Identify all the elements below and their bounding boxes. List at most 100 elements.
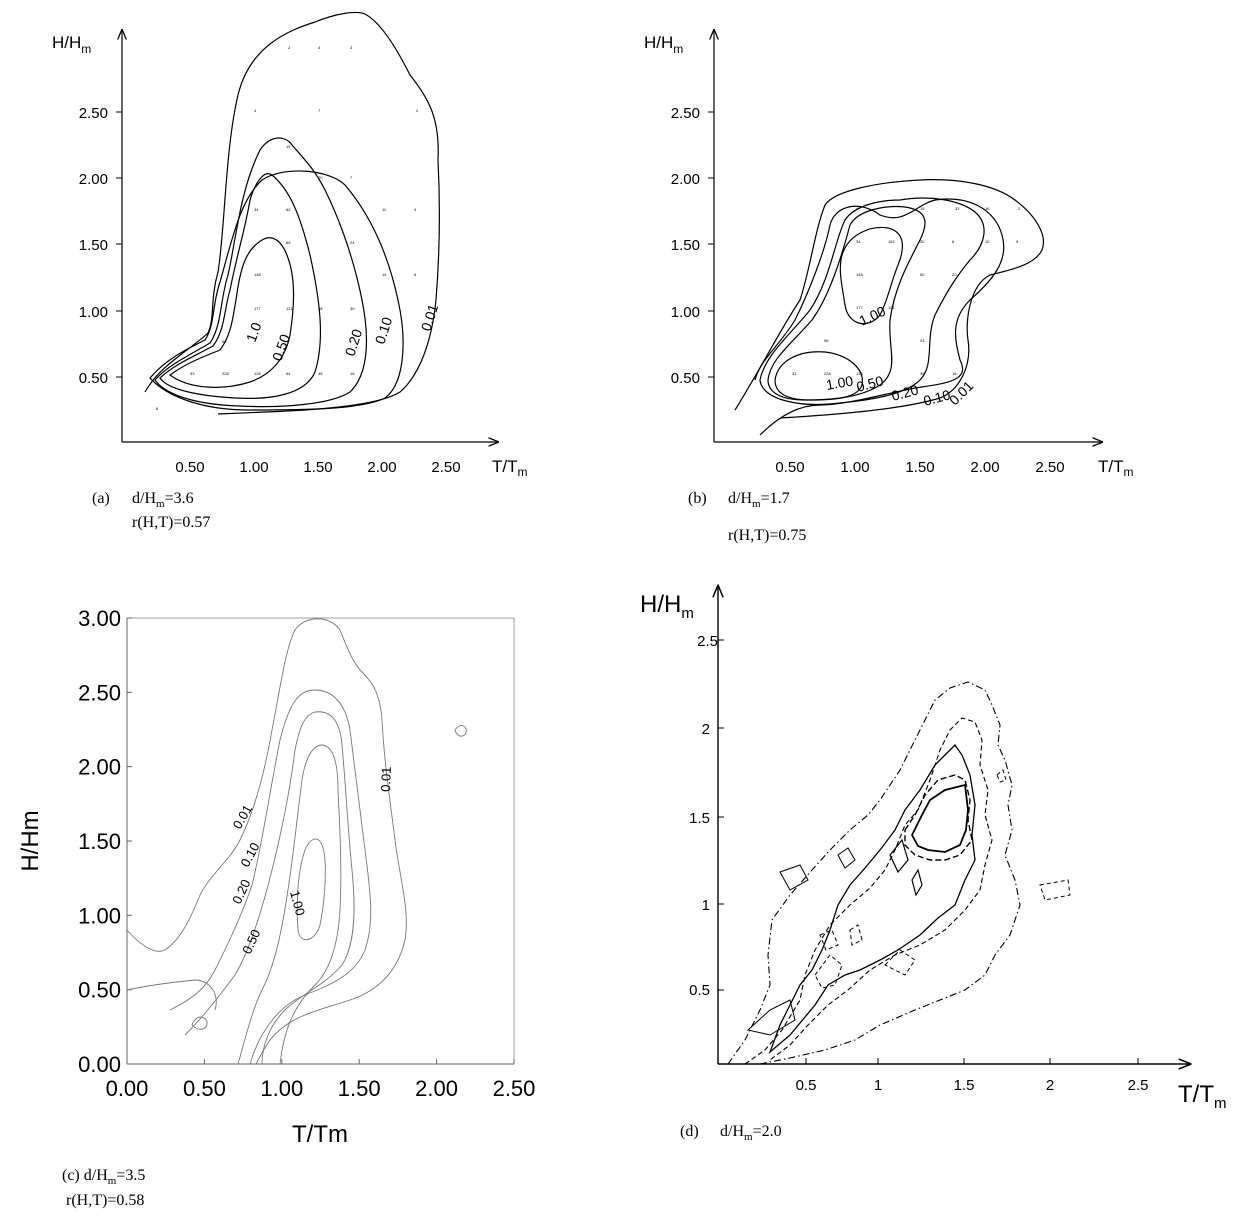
panel-a-xticks: 0.50 1.00 1.50 2.00 2.50 xyxy=(175,459,460,476)
panel-d-contours xyxy=(727,681,1071,1065)
panel-c-xtick: 0.00 xyxy=(106,1076,149,1101)
svg-text:62: 62 xyxy=(286,207,291,212)
panel-a-xtick: 1.00 xyxy=(239,459,268,476)
panel-d: 0.5 1 1.5 2 2.5 0.5 1 1.5 2 2.5 T/Tm H/H… xyxy=(640,586,1227,1112)
panel-b-contour-100b xyxy=(839,226,903,325)
panel-c-xtick: 2.50 xyxy=(493,1076,536,1101)
svg-text:18: 18 xyxy=(952,371,957,376)
panel-d-ytick: 0.5 xyxy=(689,982,710,999)
panel-d-contour-dashdot-outer xyxy=(727,681,1021,1065)
svg-text:30: 30 xyxy=(350,306,355,311)
panel-c-contour-001 xyxy=(126,618,407,1065)
panel-c-xtick: 1.50 xyxy=(338,1076,381,1101)
panel-c-contours xyxy=(126,618,467,1065)
svg-text:6: 6 xyxy=(952,239,955,244)
svg-text:10: 10 xyxy=(985,239,990,244)
panel-c-contour-050 xyxy=(237,744,342,1065)
panel-c-ytick: 0.50 xyxy=(78,978,121,1003)
panel-d-ytick: 2 xyxy=(702,721,710,738)
panel-c-contour-label: 0.01 xyxy=(378,766,394,792)
panel-d-contour-inner-dashed xyxy=(904,774,973,861)
panel-c-contour-label: 1.00 xyxy=(287,889,308,917)
svg-text:228: 228 xyxy=(222,371,229,376)
panel-d-xtick: 1.5 xyxy=(954,1077,975,1094)
svg-text:4: 4 xyxy=(414,207,417,212)
panel-c-contour-010 xyxy=(169,689,372,1065)
panel-a-contour-label: 0.01 xyxy=(418,302,442,333)
svg-text:126: 126 xyxy=(856,371,863,376)
panel-d-ytick: 2.5 xyxy=(697,633,718,650)
panel-c-ytick: 3.00 xyxy=(78,606,121,631)
panel-d-xtick: 0.5 xyxy=(796,1077,817,1094)
panel-d-ytick: 1 xyxy=(702,897,710,914)
svg-text:18: 18 xyxy=(350,371,355,376)
svg-text:11: 11 xyxy=(382,207,387,212)
panel-d-xtick: 2 xyxy=(1046,1077,1054,1094)
svg-text:7: 7 xyxy=(350,175,353,180)
svg-text:148: 148 xyxy=(254,272,261,277)
panel-c-contour-island xyxy=(191,1016,208,1030)
panel-c-contour-island2 xyxy=(454,725,467,737)
panel-b-yticks: 0.50 1.00 1.50 2.00 2.50 xyxy=(671,105,714,387)
panel-b-contour-label: 0.10 xyxy=(922,386,953,409)
panel-b-caption-line2: r(H,T)=0.75 xyxy=(728,527,806,544)
panel-d-ytick: 1.5 xyxy=(689,810,710,827)
panel-a-contour-001 xyxy=(144,11,440,415)
panel-d-island-2 xyxy=(911,868,923,897)
panel-b-contours xyxy=(734,179,1044,436)
svg-text:126: 126 xyxy=(254,371,261,376)
panel-b-ytick: 2.50 xyxy=(671,105,700,122)
panel-c-caption-line1: (c) d/Hm=3.5 xyxy=(62,1167,145,1187)
svg-text:148: 148 xyxy=(856,272,863,277)
panel-c-xticks: 0.00 0.50 1.00 1.50 2.00 2.50 xyxy=(106,1059,536,1101)
panel-b-xtick: 2.00 xyxy=(970,459,999,476)
svg-text:34: 34 xyxy=(254,207,259,212)
panel-c: 0.00 0.50 1.00 1.50 2.00 2.50 0.00 0.50 1.00 1.5… xyxy=(17,606,535,1148)
panel-d-island-11 xyxy=(996,769,1007,783)
panel-a-y-axis-label: H/Hm xyxy=(52,33,91,56)
panel-b-x-axis-label: T/Tm xyxy=(1098,457,1134,479)
svg-text:7: 7 xyxy=(318,108,321,113)
panel-b-ytick: 0.50 xyxy=(671,370,700,387)
panel-a-contour-020 xyxy=(154,137,368,408)
panel-a-contours xyxy=(144,11,440,415)
svg-text:33: 33 xyxy=(190,371,195,376)
panel-b: 0.50 1.00 1.50 2.00 2.50 0.50 1.00 1.50 … xyxy=(644,30,1134,479)
panel-b-ytick: 1.00 xyxy=(671,304,700,321)
panel-d-contour-dashed xyxy=(744,717,993,1065)
panel-d-xticks: 0.5 1 1.5 2 2.5 xyxy=(796,1058,1148,1094)
panel-a-yticks: 0.50 1.00 1.50 2.00 2.50 xyxy=(79,105,122,387)
svg-text:121: 121 xyxy=(286,306,293,311)
panel-b-caption-line1: d/Hm=1.7 xyxy=(728,490,790,510)
panel-b-ytick: 1.50 xyxy=(671,237,700,254)
panel-a-ytick: 1.00 xyxy=(79,304,108,321)
panel-b-contour-label: 0.20 xyxy=(890,381,921,404)
svg-text:96: 96 xyxy=(824,338,829,343)
panel-d-island-10 xyxy=(1039,879,1071,901)
panel-c-ytick: 1.00 xyxy=(78,903,121,928)
panel-c-y-axis-label: H/Hm xyxy=(17,810,44,871)
panel-a-ytick: 2.00 xyxy=(79,171,108,188)
svg-text:177: 177 xyxy=(254,306,261,311)
panel-c-contour-100 xyxy=(296,838,326,940)
panel-d-contour-solid xyxy=(768,743,976,1055)
svg-text:4: 4 xyxy=(254,108,257,113)
svg-text:20: 20 xyxy=(318,175,323,180)
panel-c-ytick: 0.00 xyxy=(78,1052,121,1077)
svg-text:35: 35 xyxy=(920,371,925,376)
panel-a-caption-line2: r(H,T)=0.57 xyxy=(132,514,210,531)
svg-text:35: 35 xyxy=(318,371,323,376)
panel-b-xtick: 0.50 xyxy=(775,459,804,476)
svg-text:4: 4 xyxy=(856,206,859,211)
panel-a-contour-010 xyxy=(149,170,404,411)
svg-text:2: 2 xyxy=(416,108,419,113)
captions: (a) d/Hm=3.6 r(H,T)=0.57 (b) d/Hm=1.7 r(… xyxy=(62,490,806,1209)
svg-text:15: 15 xyxy=(920,206,925,211)
panel-c-xtick: 0.50 xyxy=(183,1076,226,1101)
panel-d-island-6 xyxy=(814,954,843,989)
panel-a-ytick: 0.50 xyxy=(79,370,108,387)
svg-text:2: 2 xyxy=(1018,206,1021,211)
panel-c-contour-label: 0.01 xyxy=(230,802,256,831)
panel-d-island-7 xyxy=(819,929,839,951)
